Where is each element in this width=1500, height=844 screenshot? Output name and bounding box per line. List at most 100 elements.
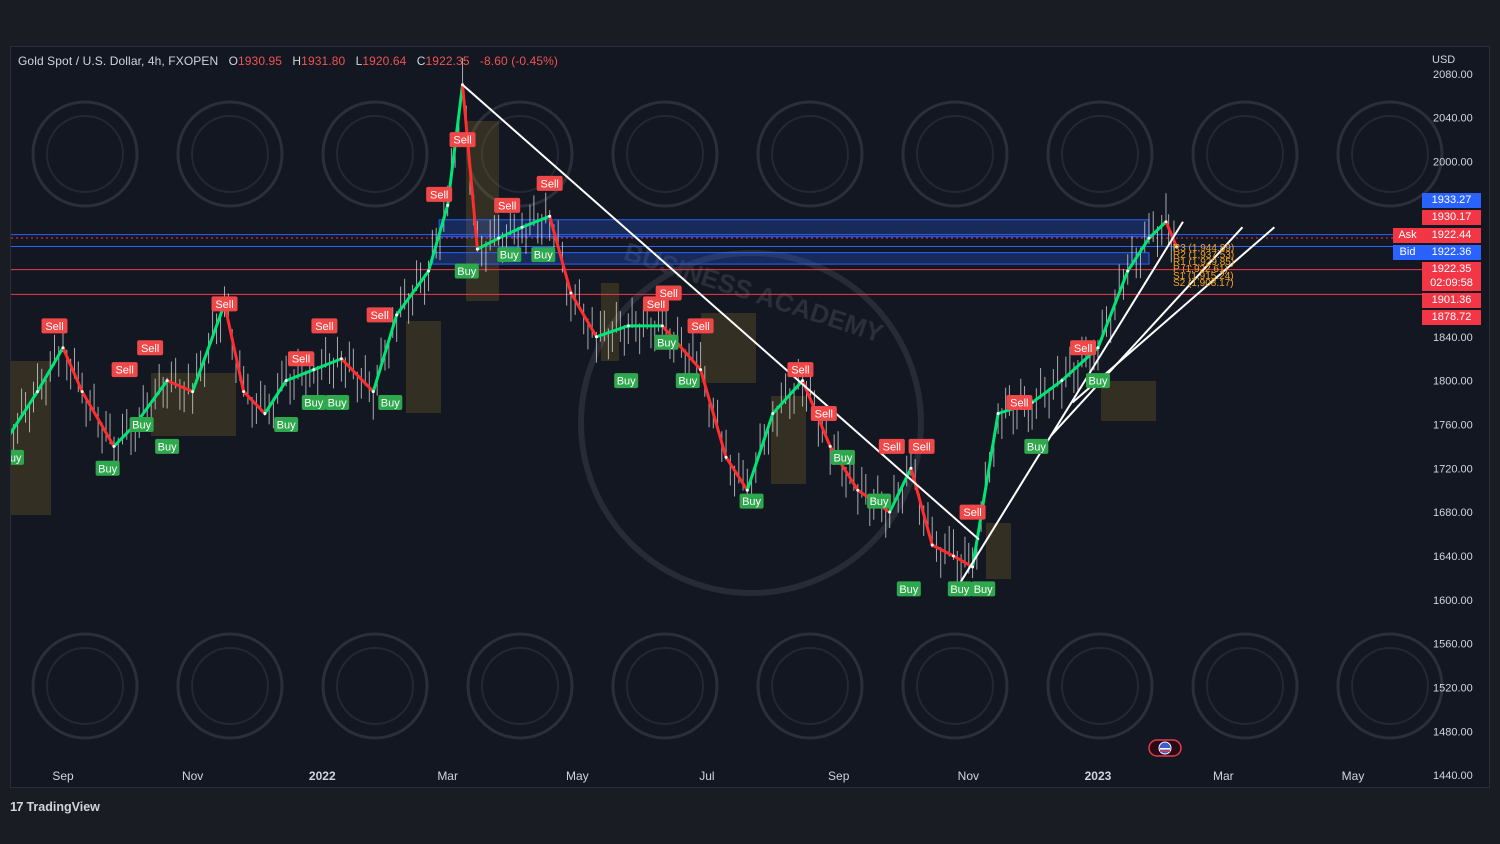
price-point — [263, 412, 267, 415]
watermark-seal-ring — [916, 115, 994, 193]
x-tick-label: May — [1342, 769, 1365, 783]
x-tick-label: Mar — [1213, 769, 1234, 783]
downtrend-segment — [1164, 220, 1179, 249]
us-flag-event-icon[interactable] — [1148, 739, 1182, 757]
open-label: O — [228, 54, 238, 68]
watermark-seal — [1191, 100, 1299, 208]
watermark-seal — [31, 632, 139, 740]
y-tick-label: 1520.00 — [1433, 682, 1473, 694]
buy-signal-label: Buy — [870, 496, 889, 508]
x-tick-label: 2022 — [309, 769, 336, 783]
uptrend-segment — [427, 203, 450, 273]
sell-signal-label: Sell — [660, 288, 678, 300]
price-axis-tag: 1930.17 — [1422, 210, 1481, 225]
watermark-seal-ring — [1351, 115, 1429, 193]
x-tick-label: Sep — [52, 769, 74, 783]
buy-signal-label: Buy — [617, 376, 636, 388]
buy-signal-badge — [11, 449, 24, 465]
downtrend-segment — [223, 302, 246, 394]
price-point — [395, 313, 399, 317]
sell-signal-badge — [536, 175, 563, 191]
buy-signal-badge — [531, 247, 556, 263]
close-value: 1922.35 — [425, 54, 470, 68]
price-axis-tag: 1901.36 — [1422, 293, 1481, 308]
tradingview-logo[interactable]: 17 TradingView — [10, 799, 100, 814]
buy-signal-label: Buy — [657, 337, 676, 349]
x-tick-label: Nov — [182, 769, 203, 783]
downtrend-segment — [951, 554, 975, 569]
watermark-seal-ring — [626, 647, 704, 725]
price-point — [548, 214, 552, 218]
price-point — [475, 247, 479, 251]
sell-signal-badge — [655, 285, 682, 301]
price-point — [1060, 379, 1064, 383]
y-tick-label: 2080.00 — [1433, 69, 1473, 81]
price-axis-tag: 1878.72 — [1422, 310, 1481, 325]
price-point — [242, 390, 246, 394]
buy-signal-badge — [867, 493, 892, 509]
x-tick-label: Nov — [958, 769, 979, 783]
price-chart[interactable]: BUSINESS ACADEMYSellBuySellSellBuyBuyBuy… — [11, 47, 1491, 789]
buy-signal-badge — [497, 247, 522, 263]
range-box — [1101, 381, 1156, 421]
watermark-seal-ring — [481, 647, 559, 725]
price-point — [971, 565, 975, 569]
sell-signal-label: Sell — [691, 321, 709, 333]
buy-signal-label: Buy — [328, 398, 347, 410]
uptrend-segment — [771, 379, 805, 415]
uptrend-segment — [497, 225, 524, 240]
price-point — [1126, 269, 1130, 273]
uptrend-segment — [1030, 379, 1064, 405]
price-axis-tag: 02:09:58 — [1422, 276, 1481, 291]
watermark-seal — [1046, 100, 1154, 208]
pivot-label: S2 (1,908.17) — [1173, 278, 1234, 289]
low-value: 1920.64 — [362, 54, 407, 68]
watermark-seal — [1191, 632, 1299, 740]
uptrend-segment — [395, 269, 431, 317]
watermark-seal — [901, 100, 1009, 208]
chart-panel[interactable]: BUSINESS ACADEMYSellBuySellSellBuyBuyBuy… — [10, 46, 1490, 788]
watermark-seal — [1046, 632, 1154, 740]
uptrend-segment — [520, 214, 552, 229]
buy-signal-badge — [675, 373, 700, 389]
sell-signal-label: Sell — [115, 365, 133, 377]
price-point — [660, 324, 664, 328]
watermark-seal-ring — [1061, 115, 1139, 193]
buy-signal-label: Buy — [974, 584, 993, 596]
price-point — [112, 444, 116, 448]
uptrend-segment — [594, 324, 630, 339]
price-axis-tag: 1922.35 — [1422, 262, 1481, 277]
watermark-seal — [611, 100, 719, 208]
trendline — [461, 84, 980, 541]
pivot-label: R1 (1,929.85) — [1173, 257, 1234, 268]
sell-signal-label: Sell — [1074, 343, 1092, 355]
price-point — [888, 510, 892, 514]
downtrend-segment — [699, 368, 728, 459]
sell-signal-label: Sell — [815, 409, 833, 421]
uptrend-segment — [263, 379, 288, 415]
currency-label[interactable]: USD — [1432, 54, 1456, 66]
downtrend-segment — [165, 379, 195, 394]
sell-signal-badge — [494, 197, 521, 213]
sell-signal-badge — [311, 318, 338, 334]
watermark-seal — [176, 100, 284, 208]
price-change: -8.60 (-0.45%) — [479, 54, 559, 68]
sell-signal-badge — [449, 132, 476, 148]
sell-signal-label: Sell — [883, 441, 901, 453]
y-tick-label: 1720.00 — [1433, 463, 1473, 475]
uptrend-segment — [1126, 236, 1151, 273]
buy-signal-badge — [947, 581, 972, 597]
x-tick-label: Sep — [828, 769, 850, 783]
y-tick-label: 2000.00 — [1433, 156, 1473, 168]
price-point — [61, 346, 65, 350]
watermark-seal — [176, 632, 284, 740]
pivot-label: S1 (1,915.24) — [1173, 271, 1234, 282]
price-point — [996, 412, 1000, 415]
sell-signal-label: Sell — [45, 321, 63, 333]
buy-signal-badge — [129, 416, 154, 432]
uptrend-segment — [1147, 220, 1168, 240]
symbol-title: Gold Spot / U.S. Dollar, 4h, FXOPEN — [18, 54, 219, 68]
downtrend-segment — [548, 214, 573, 295]
price-point — [699, 368, 703, 372]
sell-signal-label: Sell — [541, 178, 559, 190]
